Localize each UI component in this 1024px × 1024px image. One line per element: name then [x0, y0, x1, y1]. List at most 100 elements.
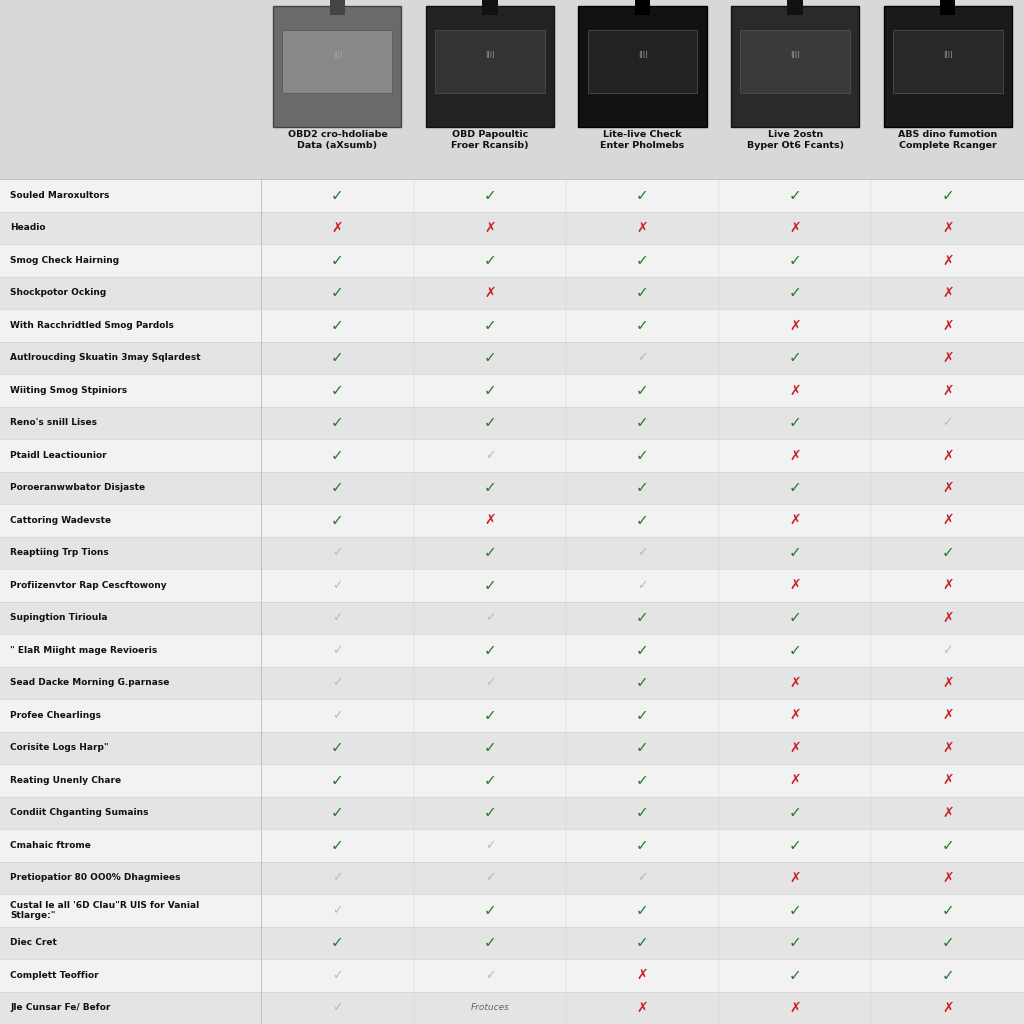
Bar	[0, 276, 1024, 309]
Bar	[273, 6, 401, 127]
Text: ✓: ✓	[483, 416, 497, 430]
Text: ✗: ✗	[942, 676, 953, 690]
Text: ✗: ✗	[942, 481, 953, 495]
Text: ✓: ✓	[788, 480, 802, 496]
Text: Souled Maroxultors: Souled Maroxultors	[10, 190, 110, 200]
Text: ✓: ✓	[331, 416, 344, 430]
Bar	[0, 764, 1024, 797]
Text: Poroeranwwbator Disjaste: Poroeranwwbator Disjaste	[10, 483, 145, 493]
Text: " ElaR Miight mage Revioeris: " ElaR Miight mage Revioeris	[10, 646, 158, 654]
Text: ✓: ✓	[483, 643, 497, 657]
Bar	[0, 179, 1024, 212]
Text: ✓: ✓	[332, 611, 343, 625]
Text: ✓: ✓	[636, 740, 649, 756]
Bar	[0, 861, 1024, 894]
Text: ✓: ✓	[941, 838, 954, 853]
Bar	[0, 439, 1024, 472]
Text: ✓: ✓	[788, 935, 802, 950]
Text: ||||: ||||	[791, 51, 800, 58]
Bar	[0, 634, 1024, 667]
Text: ✗: ✗	[942, 1000, 953, 1015]
Text: ||||: ||||	[943, 51, 952, 58]
Text: ✓: ✓	[484, 969, 496, 982]
Text: ✗: ✗	[942, 806, 953, 820]
Text: ✓: ✓	[788, 968, 802, 983]
Text: ✓: ✓	[788, 546, 802, 560]
Text: ✓: ✓	[636, 480, 649, 496]
Bar	[0, 829, 1024, 861]
Text: ✓: ✓	[484, 839, 496, 852]
Text: ✓: ✓	[788, 350, 802, 366]
Text: ✓: ✓	[636, 383, 649, 398]
Text: Jle Cunsar Fe/ Befor: Jle Cunsar Fe/ Befor	[10, 1004, 111, 1013]
Text: ✓: ✓	[331, 773, 344, 787]
Text: ✓: ✓	[636, 513, 649, 527]
Text: ✗: ✗	[942, 709, 953, 722]
Text: ✓: ✓	[483, 480, 497, 496]
Text: ✓: ✓	[483, 546, 497, 560]
Text: ✗: ✗	[484, 221, 496, 234]
Text: ✓: ✓	[636, 253, 649, 268]
Text: ✗: ✗	[942, 383, 953, 397]
Text: ✓: ✓	[636, 610, 649, 626]
Text: ✓: ✓	[332, 547, 343, 559]
Text: ✗: ✗	[790, 513, 801, 527]
Text: ✓: ✓	[636, 838, 649, 853]
Text: ✓: ✓	[942, 644, 953, 656]
Bar	[0, 959, 1024, 991]
Text: ✓: ✓	[788, 188, 802, 203]
Text: ✗: ✗	[942, 579, 953, 592]
Bar	[0, 797, 1024, 829]
Bar	[884, 6, 1012, 127]
Bar	[740, 30, 850, 93]
Text: OBD2 cro-hdoliabe
Data (aXsumb): OBD2 cro-hdoliabe Data (aXsumb)	[288, 130, 387, 151]
Text: ✓: ✓	[483, 350, 497, 366]
Bar	[435, 30, 545, 93]
Text: ✓: ✓	[483, 708, 497, 723]
Text: ✗: ✗	[790, 318, 801, 333]
Text: ✓: ✓	[331, 286, 344, 300]
Text: ✓: ✓	[483, 935, 497, 950]
Text: Complett Teoffior: Complett Teoffior	[10, 971, 99, 980]
Text: ✗: ✗	[790, 740, 801, 755]
Text: ✗: ✗	[942, 611, 953, 625]
Text: Shockpotor Ocking: Shockpotor Ocking	[10, 289, 106, 297]
Text: ✓: ✓	[483, 188, 497, 203]
Text: Frotuces: Frotuces	[471, 1004, 509, 1013]
Text: ✓: ✓	[636, 416, 649, 430]
Text: ✓: ✓	[331, 188, 344, 203]
Bar	[0, 991, 1024, 1024]
Text: ✓: ✓	[483, 773, 497, 787]
Text: ✗: ✗	[790, 870, 801, 885]
Text: Sead Dacke Morning G.parnase: Sead Dacke Morning G.parnase	[10, 678, 170, 687]
Bar	[0, 374, 1024, 407]
Text: ||||: ||||	[333, 51, 342, 58]
Bar	[0, 244, 1024, 276]
Text: ✓: ✓	[483, 805, 497, 820]
Bar	[0, 601, 1024, 634]
Text: ✓: ✓	[332, 676, 343, 689]
Text: ✓: ✓	[636, 805, 649, 820]
Text: ✓: ✓	[788, 903, 802, 918]
Text: ✗: ✗	[942, 513, 953, 527]
Bar	[0, 699, 1024, 731]
Text: ✓: ✓	[483, 317, 497, 333]
Text: ✓: ✓	[636, 317, 649, 333]
Bar	[0, 667, 1024, 699]
Text: ✓: ✓	[483, 578, 497, 593]
Text: Corisite Logs Harp": Corisite Logs Harp"	[10, 743, 110, 753]
Text: ✓: ✓	[483, 903, 497, 918]
Text: ✓: ✓	[637, 871, 648, 885]
Text: Live 2ostn
Byper Ot6 Fcants): Live 2ostn Byper Ot6 Fcants)	[746, 130, 844, 151]
Text: ✓: ✓	[941, 546, 954, 560]
Text: ✓: ✓	[331, 480, 344, 496]
Text: ✓: ✓	[636, 447, 649, 463]
Text: With Racchridtled Smog Pardols: With Racchridtled Smog Pardols	[10, 321, 174, 330]
Text: Condiit Chganting Sumains: Condiit Chganting Sumains	[10, 808, 148, 817]
Bar	[731, 6, 859, 127]
Text: ✓: ✓	[637, 351, 648, 365]
Text: ✗: ✗	[484, 513, 496, 527]
Bar	[0, 731, 1024, 764]
Text: ✓: ✓	[788, 643, 802, 657]
Bar	[893, 30, 1002, 93]
